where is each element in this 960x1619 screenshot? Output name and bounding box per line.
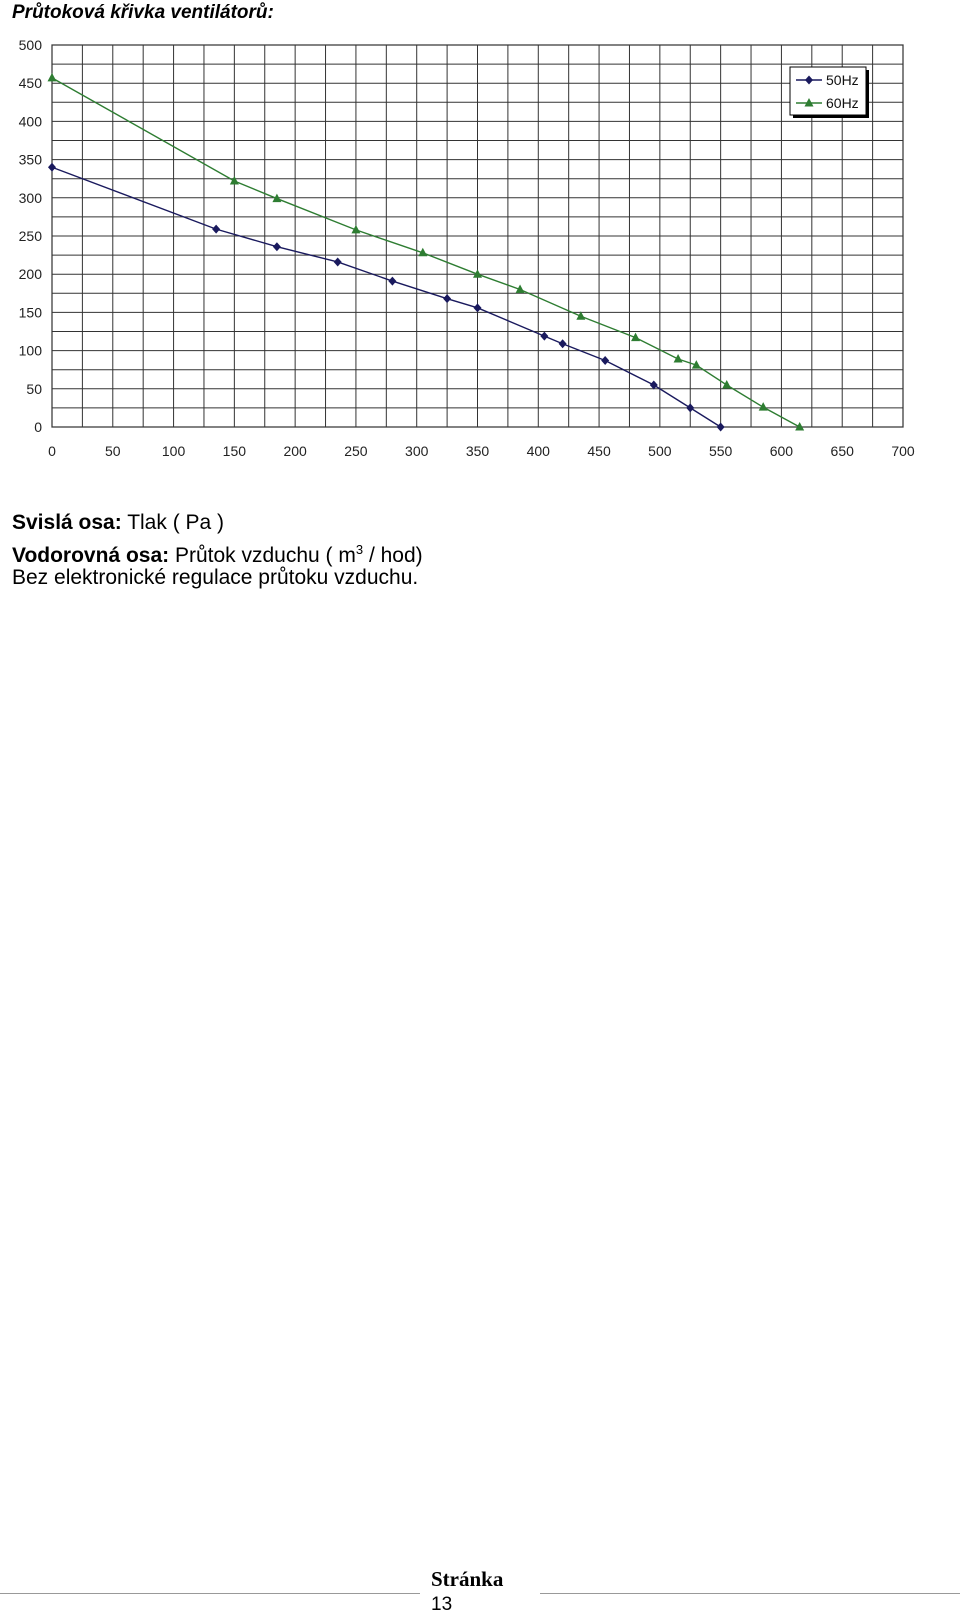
y-tick-label: 300 xyxy=(19,190,43,206)
x-tick-label: 450 xyxy=(587,443,611,459)
y-tick-label: 100 xyxy=(19,343,43,359)
footer-page-number: 13 xyxy=(431,1594,453,1615)
data-point-60Hz xyxy=(473,269,482,278)
y-tick-label: 200 xyxy=(19,266,43,282)
y-tick-label: 250 xyxy=(19,228,43,244)
data-point-50Hz xyxy=(558,339,567,349)
data-point-60Hz xyxy=(795,422,805,431)
data-point-60Hz xyxy=(576,311,586,320)
data-point-50Hz xyxy=(649,380,658,390)
y-tick-label: 150 xyxy=(19,304,43,320)
y-tick-label: 450 xyxy=(19,75,43,91)
y-tick-label: 350 xyxy=(19,152,43,168)
x-tick-label: 200 xyxy=(283,443,307,459)
data-point-60Hz xyxy=(515,284,525,293)
x-tick-label: 400 xyxy=(527,443,551,459)
footer-rule-right xyxy=(540,1593,960,1594)
x-tick-label: 500 xyxy=(648,443,672,459)
y-tick-label: 50 xyxy=(26,381,42,397)
legend-marker-60Hz xyxy=(804,98,814,107)
x-tick-label: 700 xyxy=(891,443,915,459)
x-tick-label: 300 xyxy=(405,443,429,459)
horizontal-axis-caption-text: Průtok vzduchu ( m xyxy=(169,544,356,567)
x-tick-label: 650 xyxy=(831,443,855,459)
horizontal-axis-caption-superscript: 3 xyxy=(355,542,364,557)
x-tick-label: 600 xyxy=(770,443,794,459)
legend-label: 50Hz xyxy=(826,72,859,88)
y-tick-label: 500 xyxy=(19,37,43,53)
data-point-60Hz xyxy=(758,402,768,411)
regulation-note: Bez elektronické regulace průtoku vzduch… xyxy=(12,566,419,589)
horizontal-axis-caption: Vodorovná osa: Průtok vzduchu ( m3 / hod… xyxy=(12,537,423,569)
data-point-50Hz xyxy=(272,242,281,252)
data-point-60Hz xyxy=(418,247,428,257)
y-tick-label: 400 xyxy=(19,113,43,129)
data-point-60Hz xyxy=(673,354,683,363)
x-tick-label: 250 xyxy=(344,443,368,459)
data-point-50Hz xyxy=(48,162,56,172)
data-point-60Hz xyxy=(351,224,361,234)
footer-rule-left xyxy=(0,1593,420,1594)
legend-marker-50Hz xyxy=(805,75,813,85)
data-point-60Hz xyxy=(722,379,732,389)
data-point-50Hz xyxy=(601,356,610,366)
legend-box xyxy=(789,66,867,116)
series-line-60Hz xyxy=(51,77,800,428)
x-tick-label: 150 xyxy=(223,443,247,459)
data-point-60Hz xyxy=(272,193,282,203)
data-point-50Hz xyxy=(473,303,482,313)
horizontal-axis-caption-label: Vodorovná osa: xyxy=(12,544,170,567)
data-point-60Hz xyxy=(691,360,701,369)
data-point-50Hz xyxy=(333,257,342,267)
x-tick-label: 100 xyxy=(162,443,186,459)
chart-svg: 0 50 100 150 200 250 300 350 400 450 500 550 600 650 7… xyxy=(19,37,915,459)
document-title: Průtoková křivka ventilátorů: xyxy=(12,2,274,23)
x-tick-label: 350 xyxy=(466,443,490,459)
footer-page-label: Stránka xyxy=(431,1567,504,1591)
data-point-50Hz xyxy=(212,224,221,234)
data-point-50Hz xyxy=(716,422,725,432)
x-tick-label: 550 xyxy=(709,443,733,459)
x-tick-label: 50 xyxy=(105,443,121,459)
data-point-50Hz xyxy=(540,331,549,341)
fan-flow-chart: 0 50 100 150 200 250 300 350 400 450 500 550 600 650 7… xyxy=(0,34,960,474)
data-point-50Hz xyxy=(443,294,452,304)
x-tick-label: 0 xyxy=(48,443,56,459)
vertical-axis-caption: Svislá osa: Tlak ( Pa ) xyxy=(12,510,224,536)
y-tick-label: 0 xyxy=(34,419,42,435)
data-point-50Hz xyxy=(388,276,397,286)
data-point-60Hz xyxy=(47,72,57,82)
legend-label: 60Hz xyxy=(826,95,859,111)
horizontal-axis-caption-unit: / hod) xyxy=(363,544,423,567)
vertical-axis-caption-label: Svislá osa: xyxy=(12,511,122,534)
vertical-axis-caption-text: Tlak ( Pa ) xyxy=(121,511,225,534)
data-point-60Hz xyxy=(631,332,641,342)
data-point-50Hz xyxy=(686,403,695,413)
data-point-60Hz xyxy=(229,175,239,185)
